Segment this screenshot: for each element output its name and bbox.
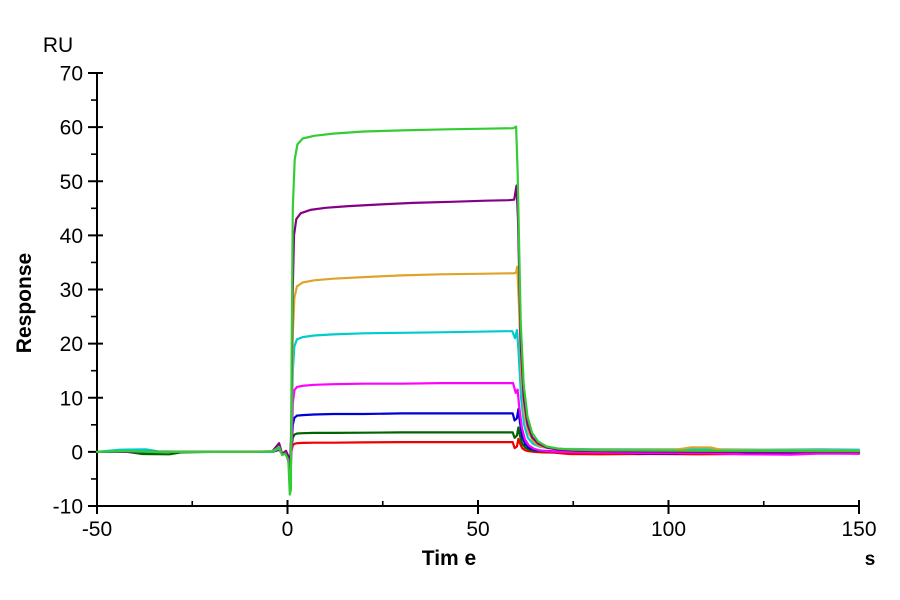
curve-series-6-blue [95,408,861,467]
y-tick-label: 10 [60,387,83,410]
curve-series-5-magenta [95,382,861,480]
x-axis-unit-label: s [865,549,876,570]
y-tick-label: 40 [60,225,83,248]
y-tick-label: 0 [71,441,83,464]
x-axis-title: Tim e [422,547,476,570]
curve-series-1-green [95,125,861,496]
y-axis-title: Response [13,253,36,353]
y-tick-label: -10 [53,496,83,519]
x-tick-label: 50 [466,518,489,541]
y-axis-unit-label: RU [43,34,73,57]
x-tick-label: 100 [651,518,686,541]
y-tick-label: 70 [60,63,83,86]
y-tick-label: 50 [60,171,83,194]
y-tick-label: 60 [60,117,83,140]
curve-series-7-dark-green [95,426,861,462]
x-tick-label: 0 [282,518,294,541]
curve-series-2-purple [95,184,861,469]
series-layer [95,125,861,496]
x-tick-label: -50 [82,518,112,541]
axes-layer: -10 0 10 20 30 40 50 60 70 -50 0 50 100 150 [53,63,877,542]
y-tick-label: 20 [60,333,83,356]
curve-series-3-orange [95,265,861,465]
y-tick-label: 30 [60,279,83,302]
x-tick-label: 150 [841,518,876,541]
